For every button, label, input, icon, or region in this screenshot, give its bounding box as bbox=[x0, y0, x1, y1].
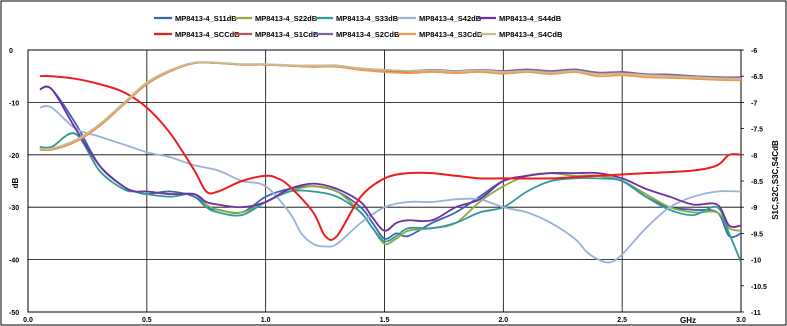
y2-tick-label: -9.5 bbox=[751, 231, 763, 238]
y2-tick-label: -7 bbox=[751, 100, 757, 107]
y-tick-label: -30 bbox=[9, 205, 19, 212]
y-tick-label: -20 bbox=[9, 153, 19, 160]
x-tick-label: 1.5 bbox=[380, 317, 390, 324]
series-line bbox=[39, 61, 742, 152]
y2-axis-label: S1C,S2C,S3C,S4CdB bbox=[771, 140, 780, 220]
x-tick-label: 3.0 bbox=[736, 317, 746, 324]
legend-label: MP8413-4_SCCdB bbox=[175, 30, 240, 39]
x-tick-label: 0.0 bbox=[23, 317, 33, 324]
legend-label: MP8413-4_S42dB bbox=[419, 14, 482, 23]
axis-layer: 0.0 0.5 1.0 1.5 2.0 2.5 3.0 0 -10 -20 -30 -40 -50 -6 -… bbox=[9, 48, 767, 324]
y2-tick-label: -11 bbox=[751, 310, 761, 317]
y2-tick-label: -8 bbox=[751, 153, 757, 160]
x-tick-label: 2.0 bbox=[498, 317, 508, 324]
x-tick-label: 0.5 bbox=[142, 317, 152, 324]
y-tick-label: -40 bbox=[9, 258, 19, 265]
grid-layer bbox=[27, 49, 742, 313]
legend-label: MP8413-4_S1CdB bbox=[255, 30, 319, 39]
legend-label: MP8413-4_S33dB bbox=[336, 14, 399, 23]
legend-label: MP8413-4_S22dB bbox=[255, 14, 318, 23]
legend-label: MP8413-4_S4CdB bbox=[499, 30, 563, 39]
legend-label: MP8413-4_S3CdB bbox=[419, 30, 483, 39]
x-axis-label: GHz bbox=[680, 316, 696, 325]
y-axis-label: dB bbox=[11, 177, 20, 188]
y-tick-label: -50 bbox=[9, 310, 19, 317]
series-layer bbox=[39, 61, 742, 264]
series-line bbox=[39, 105, 742, 264]
y2-tick-label: -10.5 bbox=[751, 284, 767, 291]
y2-tick-label: -6 bbox=[751, 48, 757, 55]
legend-label: MP8413-4_S11dB bbox=[175, 14, 237, 23]
y-tick-label: 0 bbox=[9, 48, 13, 55]
y2-tick-label: -9 bbox=[751, 205, 757, 212]
series-line bbox=[39, 85, 742, 232]
y-tick-label: -10 bbox=[9, 100, 19, 107]
y2-tick-label: -7.5 bbox=[751, 127, 763, 134]
series-line bbox=[39, 61, 742, 151]
y2-tick-label: -6.5 bbox=[751, 74, 763, 81]
y2-tick-label: -8.5 bbox=[751, 179, 763, 186]
legend: MP8413-4_S11dB MP8413-4_S22dB MP8413-4_S33… bbox=[154, 14, 563, 39]
x-tick-label: 2.5 bbox=[617, 317, 627, 324]
series-line bbox=[39, 75, 742, 241]
x-tick-label: 1.0 bbox=[261, 317, 271, 324]
y2-tick-label: -10 bbox=[751, 258, 761, 265]
legend-label: MP8413-4_S44dB bbox=[499, 14, 562, 23]
series-line bbox=[39, 132, 742, 263]
legend-label: MP8413-4_S2CdB bbox=[336, 30, 400, 39]
